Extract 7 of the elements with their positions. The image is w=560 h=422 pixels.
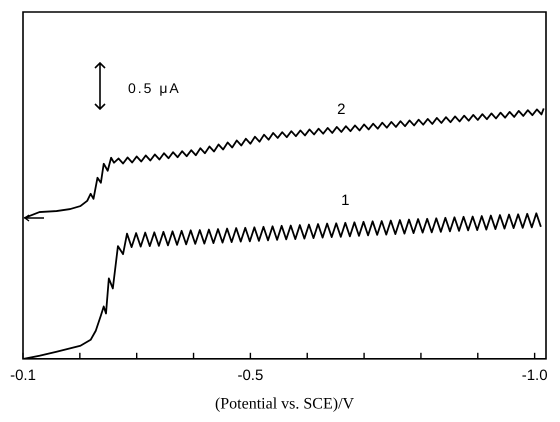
x-axis-title: (Potential vs. SCE)/V [214, 396, 354, 413]
text: 0.5 μA [128, 80, 181, 96]
series-label: 1 [341, 192, 350, 209]
x-tick-label: -1.0 [522, 366, 548, 384]
series-label: 2 [337, 100, 346, 118]
x-tick-label: -0.1 [10, 366, 36, 384]
x-tick-label: -0.5 [237, 366, 264, 384]
